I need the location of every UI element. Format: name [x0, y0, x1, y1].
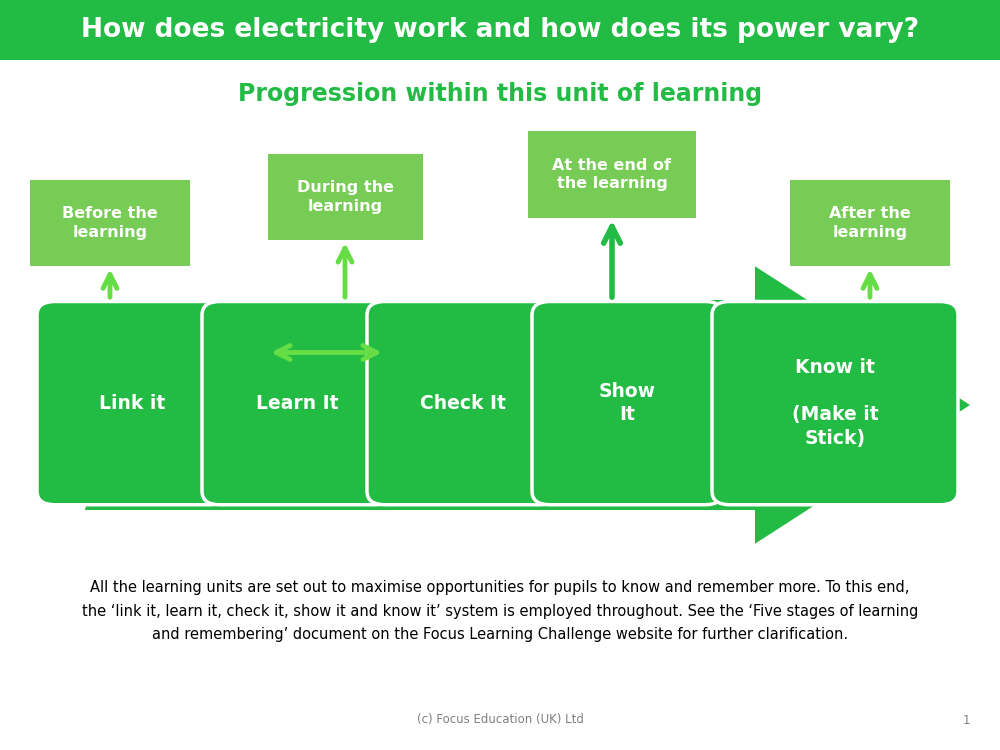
- FancyBboxPatch shape: [367, 302, 558, 505]
- Text: Know it

(Make it
Stick): Know it (Make it Stick): [792, 358, 878, 448]
- FancyBboxPatch shape: [712, 302, 958, 505]
- Text: (c) Focus Education (UK) Ltd: (c) Focus Education (UK) Ltd: [417, 713, 583, 727]
- Text: During the
learning: During the learning: [297, 180, 394, 214]
- Text: Show
It: Show It: [599, 382, 656, 424]
- Text: All the learning units are set out to maximise opportunities for pupils to know : All the learning units are set out to ma…: [82, 580, 918, 642]
- Text: Check It: Check It: [420, 394, 505, 412]
- Text: Link it: Link it: [99, 394, 166, 412]
- Text: How does electricity work and how does its power vary?: How does electricity work and how does i…: [81, 17, 919, 43]
- Text: Learn It: Learn It: [256, 394, 339, 412]
- Bar: [0, 0, 1000, 60]
- Polygon shape: [40, 266, 970, 544]
- FancyBboxPatch shape: [532, 302, 723, 505]
- Bar: [528, 131, 696, 218]
- Text: At the end of
the learning: At the end of the learning: [552, 158, 672, 191]
- Bar: [268, 154, 423, 240]
- Text: Before the
learning: Before the learning: [62, 206, 158, 240]
- Bar: [30, 180, 190, 266]
- FancyBboxPatch shape: [202, 302, 393, 505]
- FancyBboxPatch shape: [37, 302, 228, 505]
- Text: After the
learning: After the learning: [829, 206, 911, 240]
- Text: Progression within this unit of learning: Progression within this unit of learning: [238, 82, 762, 106]
- Bar: [790, 180, 950, 266]
- Text: 1: 1: [962, 713, 970, 727]
